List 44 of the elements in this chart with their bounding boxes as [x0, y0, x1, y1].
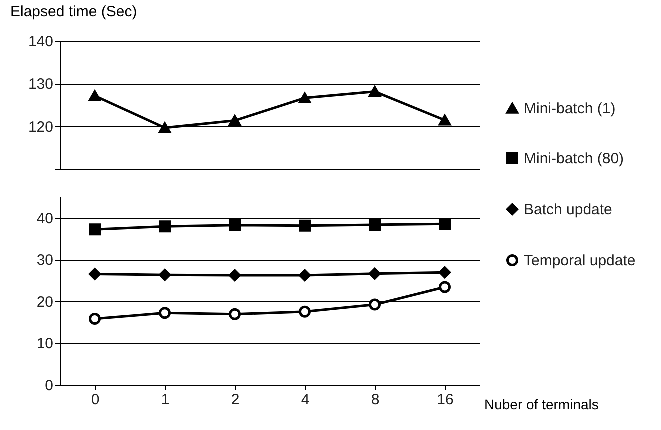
legend-label: Temporal update: [524, 252, 636, 270]
legend-label: Mini-batch (80): [524, 150, 624, 168]
point: [89, 313, 101, 325]
x-tick-label: 16: [437, 392, 454, 408]
point: [89, 224, 101, 236]
point: [89, 268, 101, 280]
point: [229, 219, 241, 232]
x-tick-label: 2: [231, 392, 240, 408]
y-tick-label: 40: [36, 210, 54, 228]
x-tick-label: 8: [371, 392, 380, 408]
point: [229, 308, 241, 320]
x-tick-label: 1: [161, 392, 170, 408]
point: [369, 268, 381, 280]
point: [229, 270, 241, 282]
point: [439, 266, 451, 279]
point: [439, 115, 451, 126]
y-tick-label: 140: [28, 34, 54, 50]
point: [159, 122, 171, 134]
point: [299, 220, 311, 232]
y-tick-label: 30: [36, 252, 54, 270]
x-tick-label: 0: [91, 392, 100, 408]
point: [439, 281, 451, 294]
point: [299, 270, 311, 282]
y-tick-label: 10: [36, 336, 54, 353]
legend-label: Mini-batch (1): [524, 100, 616, 118]
point: [369, 298, 381, 311]
y-axis-title: Elapsed time (Sec): [10, 4, 138, 20]
point: [369, 219, 381, 231]
legend-label: Batch update: [524, 202, 612, 218]
point: [229, 115, 241, 126]
y-tick-label: 130: [28, 76, 54, 94]
x-tick-label: 4: [301, 392, 310, 408]
point: [89, 90, 101, 102]
point: [369, 86, 381, 98]
point: [299, 92, 311, 104]
point: [159, 269, 171, 282]
point: [439, 218, 451, 230]
y-tick-label: 0: [45, 378, 54, 394]
point: [159, 220, 171, 233]
y-tick-label: 20: [36, 294, 54, 311]
y-tick-label: 120: [28, 118, 54, 136]
point: [159, 307, 171, 320]
x-axis-title: Nuber of terminals: [484, 396, 599, 412]
point: [299, 306, 311, 318]
